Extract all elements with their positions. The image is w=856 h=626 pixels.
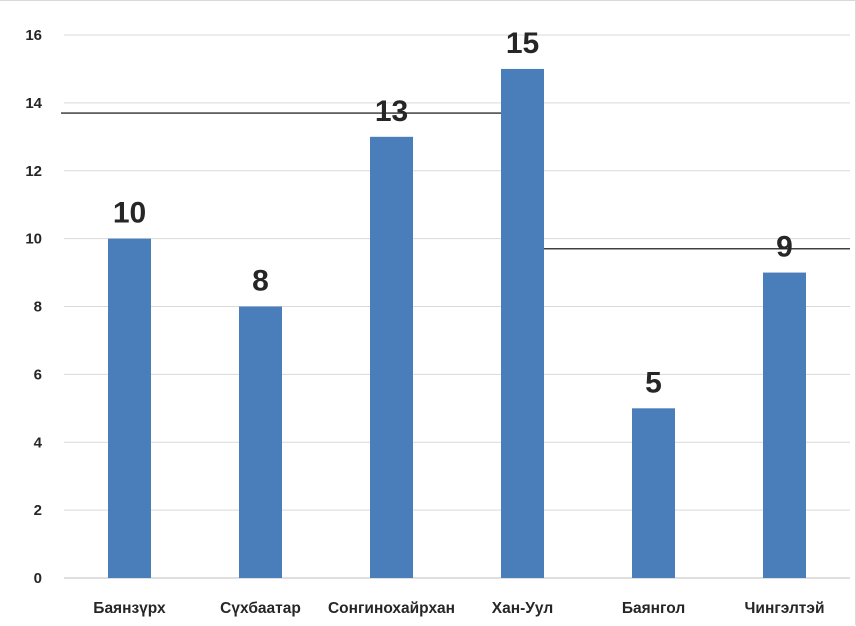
bar (632, 408, 675, 578)
bar (501, 68, 544, 578)
bars (108, 68, 806, 578)
y-tick-label: 2 (34, 502, 42, 519)
gridlines (64, 34, 850, 579)
data-label: 13 (375, 95, 408, 128)
data-label: 9 (776, 231, 793, 264)
data-label: 8 (252, 265, 269, 298)
y-tick-label: 16 (25, 27, 42, 44)
x-category-label: Чингэлтэй (745, 600, 825, 617)
x-category-label: Баянгол (622, 600, 685, 617)
bar (370, 136, 413, 578)
x-category-label: Сонгинохайрхан (328, 600, 455, 617)
data-label: 5 (645, 366, 662, 399)
x-category-label: Хан-Уул (492, 600, 553, 617)
y-tick-label: 6 (34, 366, 42, 383)
y-tick-label: 14 (25, 95, 42, 112)
y-tick-label: 4 (34, 434, 43, 451)
bar (763, 272, 806, 578)
data-labels: 10 8 13 15 5 9 (113, 27, 793, 399)
y-tick-label: 0 (34, 570, 42, 587)
y-tick-label: 10 (25, 231, 42, 248)
bar (108, 238, 151, 578)
data-label: 10 (113, 197, 146, 230)
bar (239, 306, 282, 578)
y-axis-tick-labels: 0 2 4 6 8 10 12 14 16 (25, 27, 42, 587)
overlay-lines (61, 112, 850, 250)
x-category-label: Баянзүрх (93, 600, 166, 617)
y-tick-label: 8 (34, 299, 42, 316)
data-label: 15 (506, 27, 539, 60)
x-category-label: Сүхбаатар (220, 600, 301, 617)
x-axis-category-labels: Баянзүрх Сүхбаатар Сонгинохайрхан Хан-Уул Ба… (93, 600, 824, 617)
y-tick-label: 12 (25, 163, 42, 180)
